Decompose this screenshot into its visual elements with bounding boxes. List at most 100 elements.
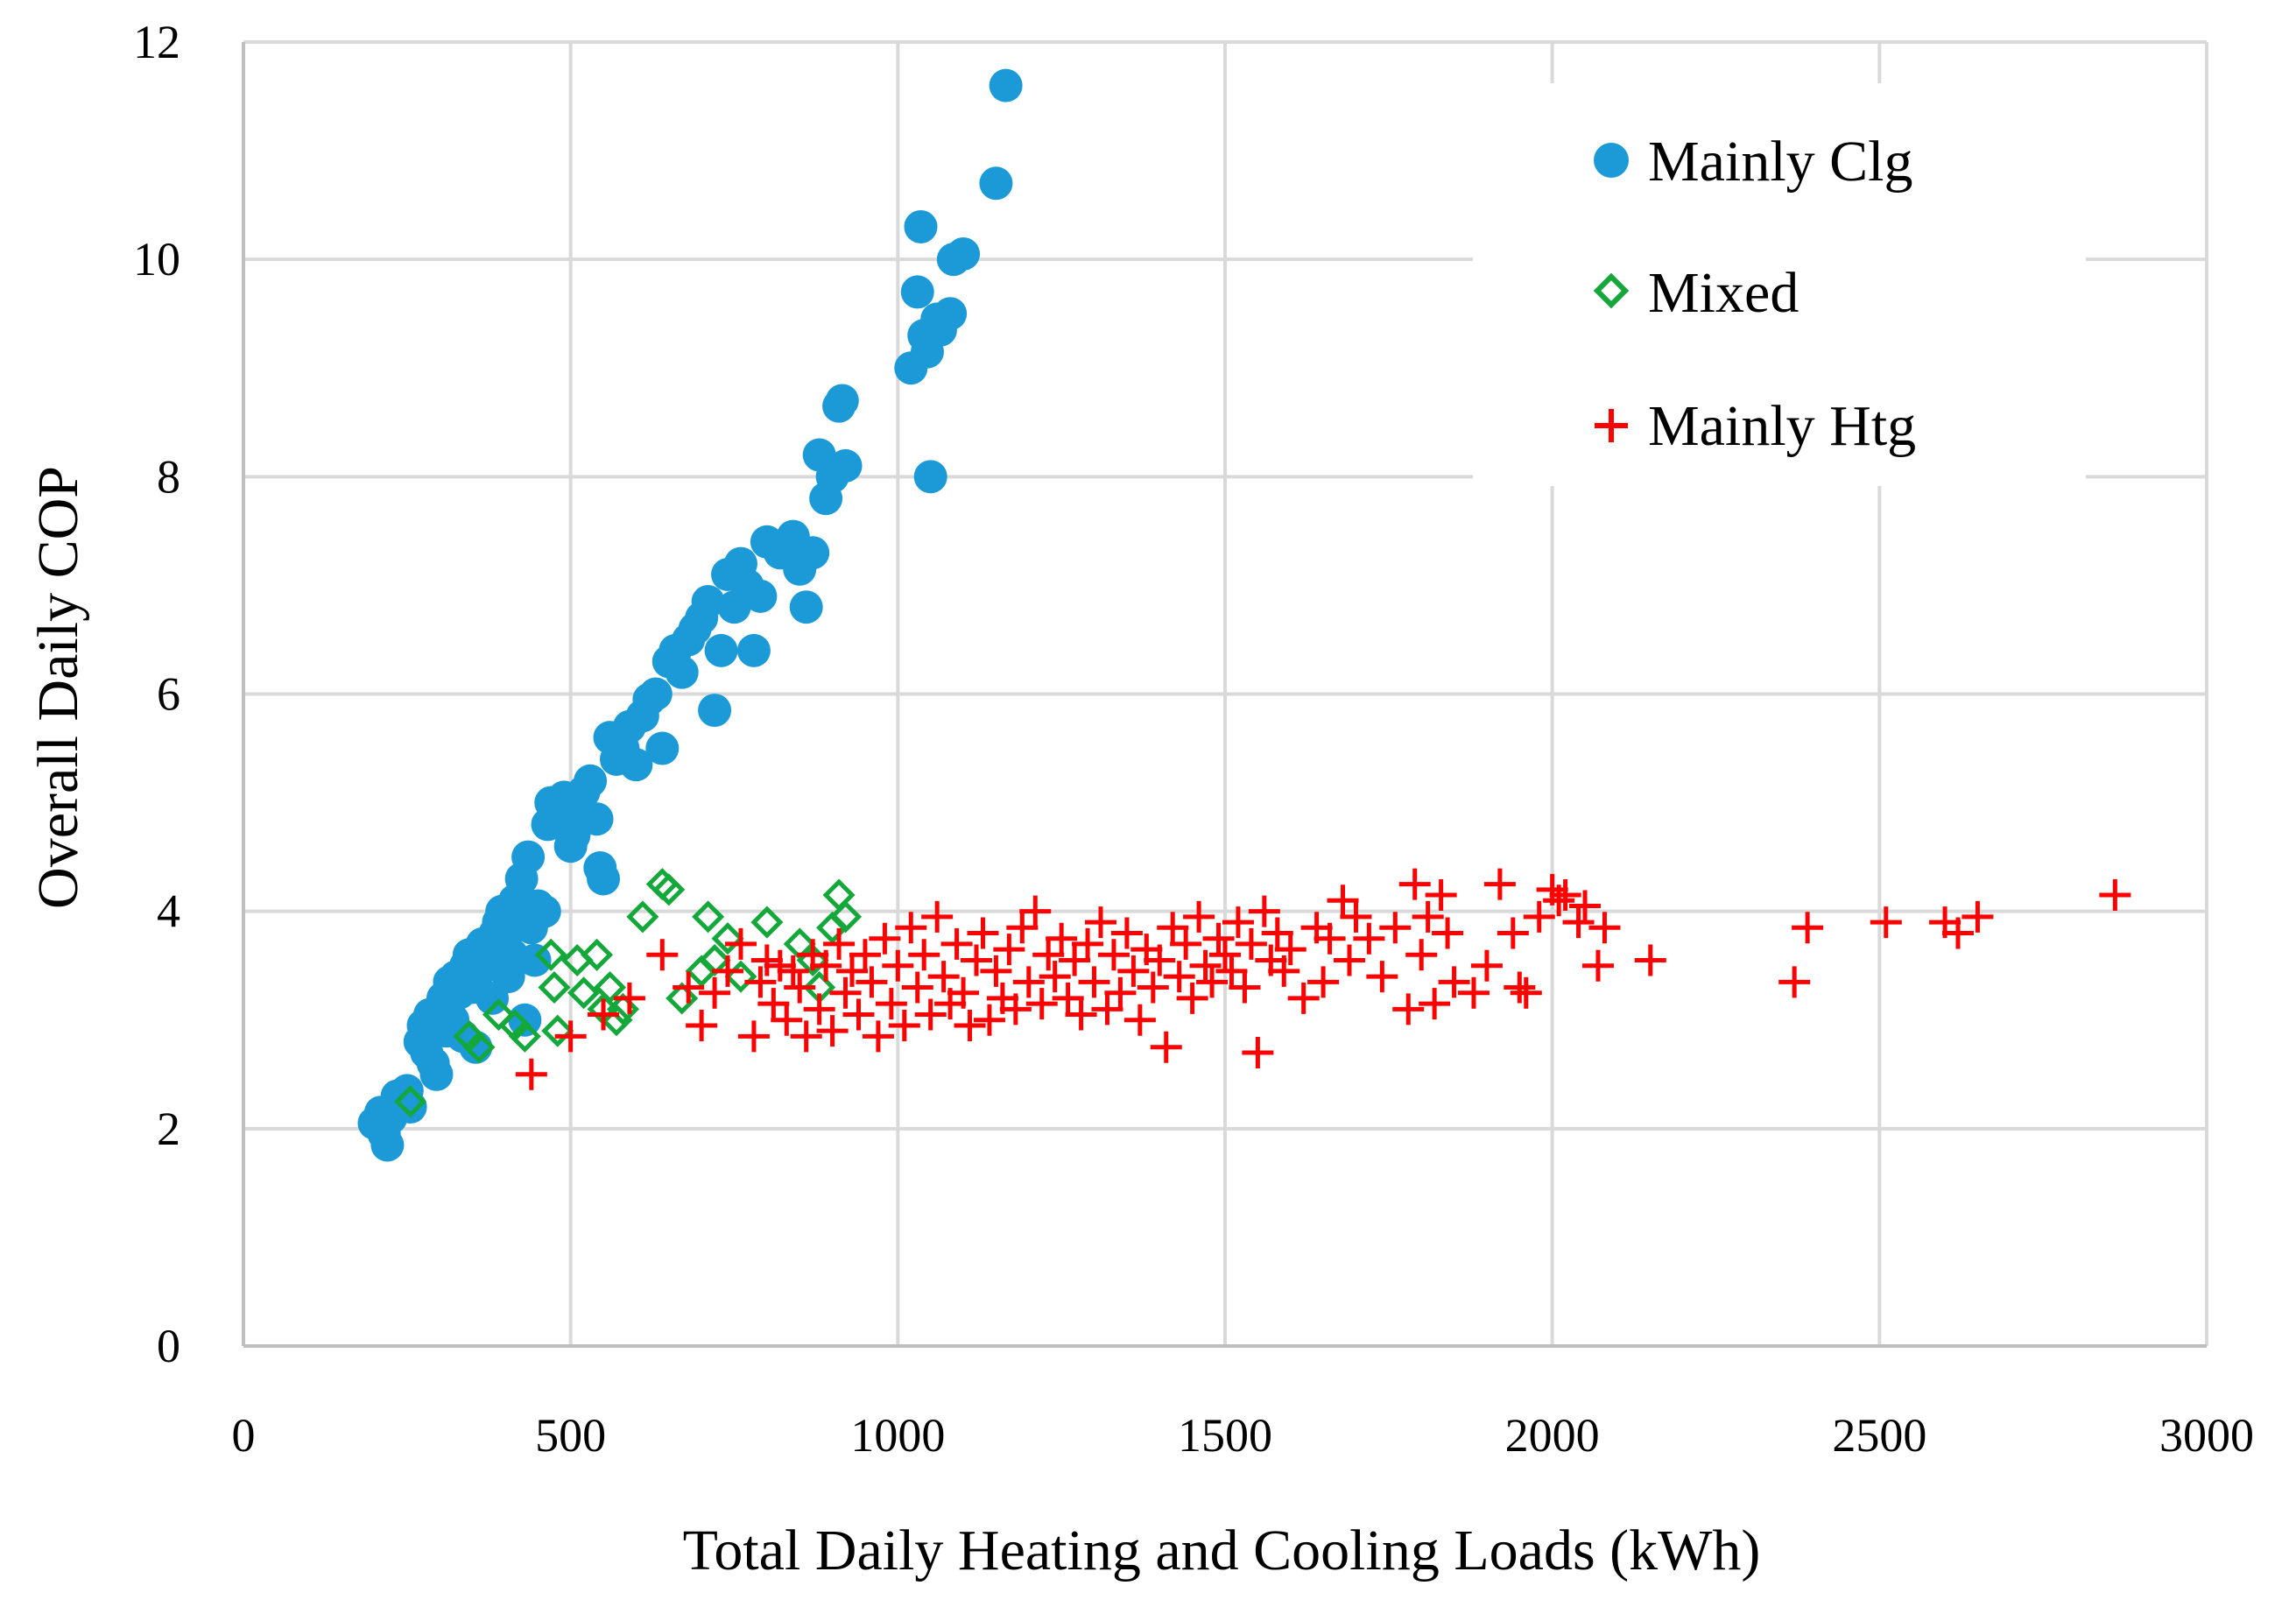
data-point-diamond (783, 927, 816, 961)
x-tick-label: 500 (535, 1409, 606, 1462)
data-point-plus (1032, 939, 1065, 971)
data-point-diamond (538, 970, 571, 1004)
data-point-plus (1248, 895, 1280, 927)
data-point-diamond (626, 900, 659, 934)
data-point-plus (588, 998, 620, 1031)
data-point-plus (744, 966, 777, 998)
tick-labels: 0 2 4 6 8 10 12 0 500 1000 1500 2000 2500 3000 (133, 16, 2254, 1462)
data-point-diamond (652, 873, 686, 906)
data-point-plus (1438, 966, 1470, 998)
data-point-plus (1229, 971, 1261, 1004)
axes (242, 42, 2207, 1348)
data-point-circle (665, 655, 699, 689)
data-point-plus (1196, 966, 1229, 998)
data-point-plus (1543, 885, 1575, 917)
data-point-plus (980, 955, 1012, 987)
x-tick-label: 3000 (2159, 1409, 2254, 1462)
data-point-plus (1235, 927, 1267, 960)
data-point-plus (888, 1009, 920, 1041)
data-point-plus (836, 955, 869, 987)
data-point-plus (1333, 944, 1365, 976)
y-tick-label: 0 (157, 1320, 180, 1372)
data-point-plus (1549, 879, 1581, 912)
y-tick-label: 6 (157, 668, 180, 721)
data-point-plus (973, 1004, 1005, 1036)
data-point-plus (1268, 955, 1300, 987)
data-point-plus (1078, 966, 1110, 998)
data-point-plus (790, 1020, 822, 1053)
data-point-diamond (534, 938, 567, 971)
data-point-plus (1504, 971, 1536, 1004)
data-point-plus (816, 1015, 849, 1047)
legend: Mainly Clg Mixed Mainly Htg (1473, 83, 2086, 486)
x-tick-label: 1500 (1178, 1409, 1272, 1462)
data-point-plus (1412, 900, 1444, 933)
data-point-diamond (394, 1085, 427, 1118)
data-point-plus (1059, 944, 1091, 976)
data-point-circle (989, 68, 1023, 102)
data-point-circle (947, 236, 981, 271)
data-point-plus (771, 1004, 803, 1036)
data-point-plus (1039, 961, 1071, 993)
data-point-plus (554, 1020, 587, 1053)
data-point-plus (613, 982, 645, 1014)
series-mixed (394, 868, 863, 1118)
data-point-plus (1006, 912, 1039, 944)
data-point-plus (940, 927, 973, 960)
legend-marker-mainly-htg (1595, 409, 1628, 442)
data-point-plus (908, 939, 940, 971)
data-point-plus (862, 1020, 894, 1053)
data-point-plus (1307, 966, 1340, 998)
data-point-plus (673, 971, 705, 1004)
data-point-plus (1562, 906, 1595, 939)
data-point-plus (699, 976, 731, 1009)
data-point-diamond (508, 1019, 541, 1053)
data-point-circle (704, 633, 738, 667)
data-point-plus (1483, 868, 1516, 900)
series-mainly-htg (515, 868, 2131, 1090)
data-point-circle (828, 448, 863, 483)
data-point-plus (1470, 949, 1503, 982)
data-point-circle (580, 802, 614, 836)
data-point-diamond (711, 922, 744, 955)
data-point-plus (947, 976, 980, 1009)
data-point-plus (914, 998, 947, 1031)
data-point-plus (849, 939, 881, 971)
data-point-plus (1792, 912, 1824, 944)
data-point-plus (901, 971, 933, 1004)
data-point-plus (1019, 895, 1052, 927)
data-point-plus (1353, 922, 1385, 955)
legend-label-mixed: Mixed (1648, 261, 1799, 325)
data-point-plus (1110, 917, 1143, 949)
x-tick-label: 2000 (1505, 1409, 1600, 1462)
data-point-plus (1432, 917, 1464, 949)
y-tick-label: 12 (133, 16, 180, 68)
data-point-plus (1163, 961, 1195, 993)
data-point-plus (2099, 879, 2131, 912)
data-point-circle (743, 579, 778, 613)
data-point-plus (1072, 927, 1104, 960)
legend-background (1473, 83, 2086, 486)
data-point-plus (1189, 949, 1222, 982)
data-point-plus (1025, 988, 1058, 1020)
data-point-plus (882, 949, 914, 982)
data-point-plus (515, 1058, 547, 1090)
data-point-plus (1425, 879, 1457, 912)
data-point-circle (370, 1128, 405, 1162)
data-point-plus (1157, 912, 1189, 944)
data-point-circle (698, 694, 732, 728)
data-point-circle (825, 384, 859, 418)
data-point-plus (829, 976, 862, 1009)
data-point-plus (1176, 982, 1208, 1014)
data-point-circle (527, 894, 561, 928)
data-points (357, 68, 2131, 1162)
data-point-circle (619, 748, 653, 782)
data-point-diamond (541, 1014, 574, 1047)
data-point-plus (1274, 934, 1306, 966)
series-mainly-clg (357, 68, 1023, 1162)
legend-label-mainly-htg: Mainly Htg (1648, 394, 1916, 458)
x-tick-label: 1000 (850, 1409, 945, 1462)
data-point-plus (1581, 949, 1614, 982)
data-point-circle (796, 536, 830, 570)
data-point-circle (587, 862, 621, 896)
